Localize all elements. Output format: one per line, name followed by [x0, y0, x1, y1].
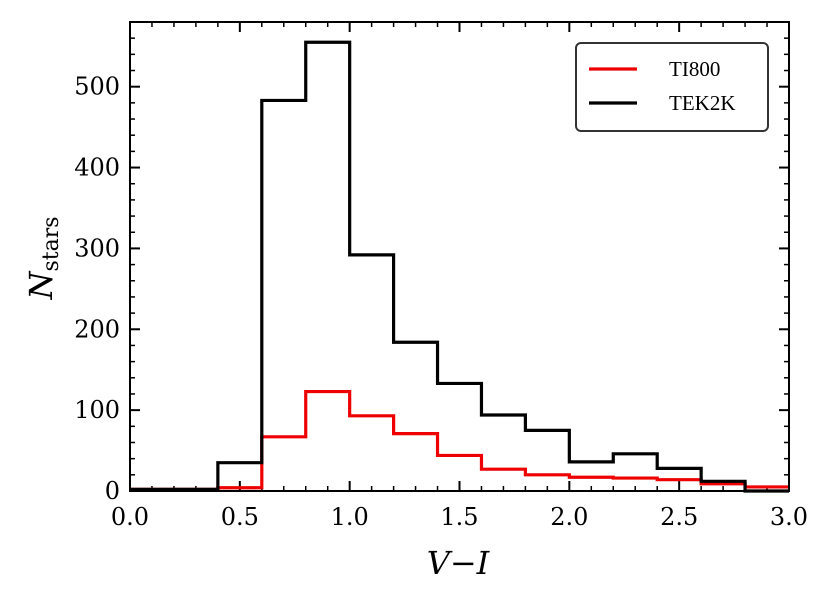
series-ti800-line [130, 389, 789, 491]
x-tick-label: 1.0 [331, 503, 369, 531]
legend-item-tek2k: TEK2K [589, 91, 736, 115]
x-tick-label: 2.0 [550, 503, 588, 531]
x-tick-label: 0.0 [111, 503, 149, 531]
x-tick-label: 3.0 [770, 503, 808, 531]
x-tick-labels: 0.0 0.5 1.0 1.5 2.0 2.5 3.0 [111, 503, 808, 531]
series-ti800 [130, 389, 789, 491]
x-tick-label: 2.5 [660, 503, 698, 531]
legend: TI800 TEK2K [575, 42, 769, 132]
legend-label: TEK2K [669, 91, 736, 115]
plot-frame [129, 21, 790, 492]
y-axis-title-main: N [22, 271, 60, 301]
x-tick-label: 1.5 [440, 503, 478, 531]
series-layer [130, 40, 789, 493]
svg-text:Nstars: Nstars [22, 216, 64, 300]
series-tek2k [130, 40, 789, 493]
legend-item-ti800: TI800 [589, 57, 720, 81]
y-tick-label: 0 [105, 477, 120, 505]
y-axis-title: Nstars [22, 216, 64, 300]
x-axis-title: V−I [427, 544, 491, 582]
y-tick-label: 100 [74, 396, 120, 424]
legend-box [575, 42, 769, 132]
y-tick-labels: 0 100 200 300 400 500 [74, 73, 120, 505]
series-tek2k-line [130, 40, 789, 493]
y-axis-title-subscript: stars [39, 216, 64, 271]
y-tick-label: 300 [74, 234, 120, 262]
y-tick-label: 400 [74, 154, 120, 182]
x-tick-label: 0.5 [221, 503, 259, 531]
y-tick-label: 200 [74, 315, 120, 343]
y-tick-label: 500 [74, 73, 120, 101]
legend-label: TI800 [669, 57, 720, 81]
